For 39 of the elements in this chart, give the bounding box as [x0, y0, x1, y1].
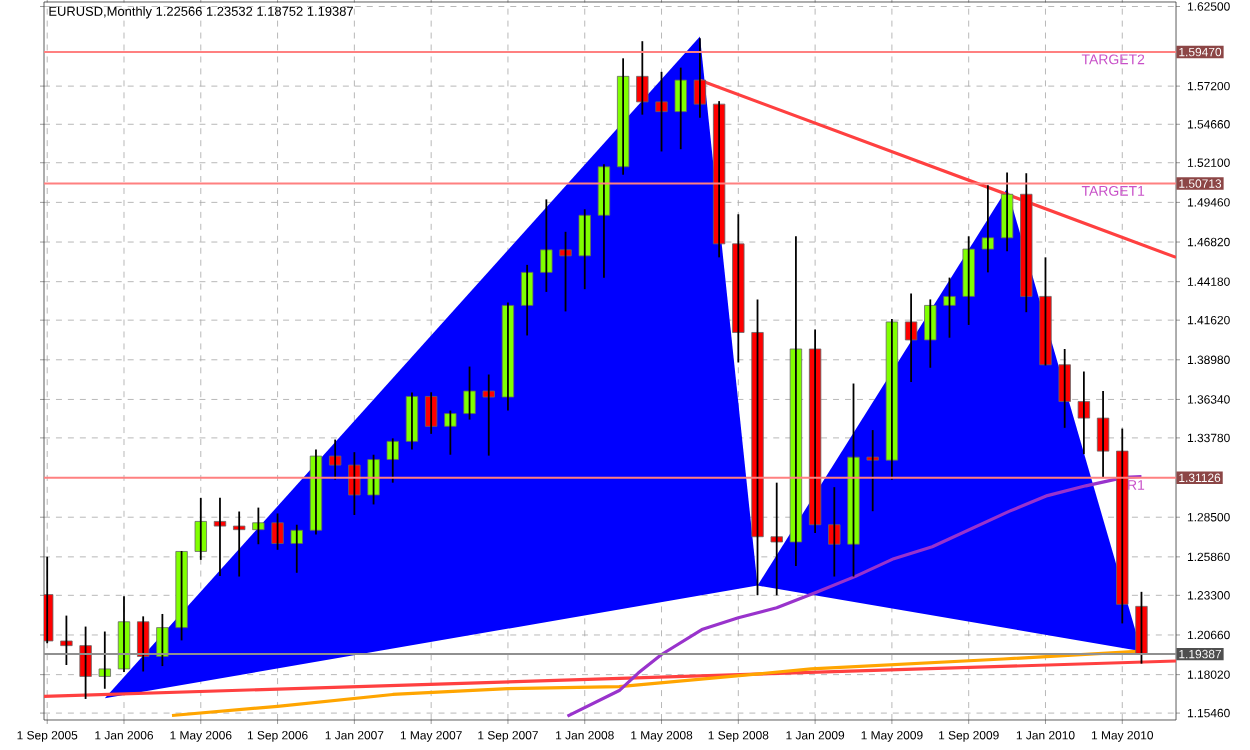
candlestick [252, 506, 265, 546]
candlestick [885, 318, 899, 481]
candlestick [79, 625, 92, 700]
candlestick [425, 391, 438, 435]
candlestick [271, 512, 284, 551]
candlestick [329, 438, 342, 481]
candlestick [367, 453, 380, 506]
candlestick [655, 70, 668, 153]
candlestick [981, 184, 995, 274]
candlestick [770, 481, 783, 597]
candlestick [1058, 348, 1071, 429]
candlestick [828, 486, 841, 578]
candlestick [924, 298, 937, 369]
candlestick [866, 429, 879, 513]
candlestick [962, 235, 975, 326]
candlestick [520, 263, 534, 337]
candlestick [904, 292, 918, 383]
candlestick [463, 365, 476, 421]
candlestick [751, 298, 764, 597]
candlestick [98, 630, 111, 690]
candlestick [847, 382, 860, 578]
candlestick [213, 496, 227, 577]
candlestick [1135, 590, 1148, 665]
candlestick [444, 409, 457, 456]
candlestick [60, 614, 73, 666]
candlestick [559, 230, 572, 313]
candlestick [290, 523, 303, 574]
candlestick [1077, 370, 1091, 456]
candlestick [194, 496, 207, 561]
candlestick [540, 198, 553, 293]
candlestick [482, 373, 495, 457]
candlestick [1039, 256, 1052, 367]
candlestick [175, 550, 188, 642]
candlestick [386, 437, 399, 484]
candlestick [732, 213, 745, 364]
candlestick [233, 510, 246, 578]
candlestick [636, 40, 649, 116]
candlestick [674, 66, 687, 151]
candlestick [943, 276, 956, 339]
